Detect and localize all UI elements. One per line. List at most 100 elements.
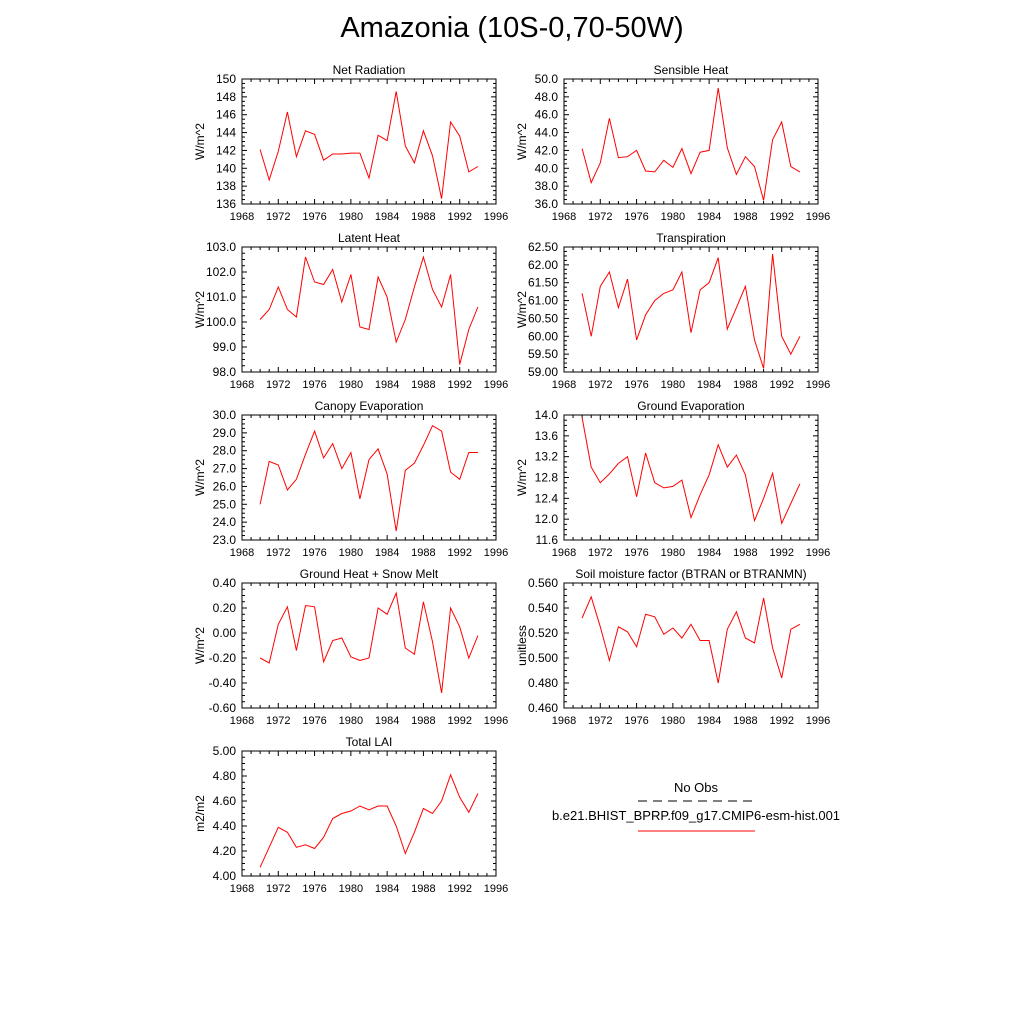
- x-tick-label: 1992: [447, 715, 471, 727]
- y-tick-label: 62.00: [528, 258, 558, 272]
- y-tick-label: 50.0: [535, 72, 559, 86]
- x-tick-label: 1968: [230, 715, 254, 727]
- y-axis-label: W/m^2: [515, 459, 529, 496]
- y-tick-label: 61.50: [528, 276, 558, 290]
- chart-panel: Ground Evaporation W/m^2 1968 1972 1976 1980 1…: [515, 399, 830, 559]
- y-tick-label: 0.40: [213, 576, 237, 590]
- y-tick-label: 102.0: [206, 265, 236, 279]
- y-tick-label: 59.00: [528, 365, 558, 379]
- chart-title: Total LAI: [346, 735, 393, 749]
- y-tick-label: 61.00: [528, 294, 558, 308]
- x-tick-label: 1980: [661, 715, 685, 727]
- x-tick-label: 1992: [447, 379, 471, 391]
- y-tick-label: 13.6: [535, 429, 559, 443]
- y-tick-label: 38.0: [535, 179, 559, 193]
- plot-frame: [563, 582, 819, 709]
- y-tick-label: 0.500: [528, 651, 558, 665]
- legend: No Obs b.e21.BHIST_BPRP.f09_g17.CMIP6-es…: [552, 780, 840, 832]
- y-tick-label: 30.0: [213, 408, 237, 422]
- y-axis-label: W/m^2: [193, 627, 207, 664]
- x-tick-label: 1972: [588, 715, 612, 727]
- chart-title: Transpiration: [656, 231, 726, 245]
- y-axis-label: W/m^2: [515, 291, 529, 328]
- chart-panel: Net Radiation W/m^2 1968 1972 1976 1980 1984 19…: [193, 63, 508, 223]
- y-tick-label: 99.0: [213, 340, 237, 354]
- y-tick-label: 0.540: [528, 601, 558, 615]
- x-tick-label: 1988: [411, 547, 435, 559]
- y-tick-label: 142: [216, 143, 236, 157]
- y-tick-label: 11.6: [536, 533, 559, 547]
- chart-title: Ground Heat + Snow Melt: [300, 567, 439, 581]
- x-tick-label: 1996: [484, 547, 508, 559]
- y-tick-label: 42.0: [535, 143, 559, 157]
- chart-title: Soil moisture factor (BTRAN or BTRANMN): [575, 567, 806, 581]
- x-tick-label: 1972: [266, 211, 290, 223]
- x-tick-label: 1988: [733, 211, 757, 223]
- plot-frame: [241, 246, 497, 373]
- y-tick-label: 5.00: [213, 744, 237, 758]
- x-tick-label: 1968: [230, 883, 254, 895]
- x-tick-label: 1968: [230, 379, 254, 391]
- y-tick-label: 0.20: [213, 601, 237, 615]
- x-tick-label: 1992: [769, 547, 793, 559]
- x-tick-label: 1988: [411, 379, 435, 391]
- x-tick-label: 1972: [266, 883, 290, 895]
- series-line: [259, 91, 479, 199]
- x-tick-label: 1988: [733, 379, 757, 391]
- legend-obs-label: No Obs: [674, 780, 719, 795]
- chart-title: Latent Heat: [338, 231, 401, 245]
- y-tick-label: 150: [216, 72, 236, 86]
- x-tick-label: 1976: [624, 715, 648, 727]
- series-line: [581, 595, 801, 684]
- x-tick-label: 1984: [697, 211, 721, 223]
- y-tick-label: 26.0: [213, 479, 237, 493]
- y-tick-label: 4.40: [213, 819, 237, 833]
- x-tick-label: 1976: [302, 547, 326, 559]
- y-tick-label: 148: [216, 90, 236, 104]
- y-tick-label: 138: [216, 179, 236, 193]
- y-tick-label: 0.460: [528, 701, 558, 715]
- y-axis-label: W/m^2: [193, 459, 207, 496]
- x-tick-label: 1992: [769, 211, 793, 223]
- x-tick-label: 1992: [769, 379, 793, 391]
- series-line: [259, 424, 478, 532]
- y-tick-label: 29.0: [213, 426, 237, 440]
- y-tick-label: 27.0: [213, 462, 237, 476]
- chart-panel: Soil moisture factor (BTRAN or BTRANMN) u…: [515, 567, 830, 727]
- y-tick-label: 60.00: [528, 329, 558, 343]
- plot-frame: [563, 414, 819, 541]
- y-tick-label: 14.0: [535, 408, 559, 422]
- y-tick-label: 24.0: [213, 515, 237, 529]
- y-tick-label: 4.20: [213, 844, 237, 858]
- x-tick-label: 1968: [230, 211, 254, 223]
- x-tick-label: 1980: [339, 715, 363, 727]
- chart-panel: Total LAI m2/m2 1968 1972 1976 1980 1984 1988 19…: [193, 735, 508, 895]
- y-tick-label: 4.80: [213, 769, 237, 783]
- x-tick-label: 1968: [552, 715, 576, 727]
- x-tick-label: 1984: [697, 715, 721, 727]
- y-axis-label: m2/m2: [193, 795, 207, 832]
- series-line: [581, 417, 801, 525]
- y-axis-label: unitless: [515, 625, 529, 666]
- chart-title: Net Radiation: [333, 63, 406, 77]
- y-tick-label: 44.0: [535, 126, 559, 140]
- y-tick-label: 12.0: [535, 512, 559, 526]
- x-tick-label: 1972: [266, 715, 290, 727]
- x-tick-label: 1996: [806, 715, 830, 727]
- y-tick-label: 136: [216, 197, 236, 211]
- x-tick-label: 1996: [484, 379, 508, 391]
- x-tick-label: 1972: [588, 379, 612, 391]
- y-tick-label: 23.0: [213, 533, 237, 547]
- y-tick-label: 46.0: [535, 108, 559, 122]
- chart-title: Ground Evaporation: [637, 399, 744, 413]
- x-tick-label: 1992: [447, 883, 471, 895]
- y-tick-label: 100.0: [206, 315, 236, 329]
- x-tick-label: 1980: [339, 211, 363, 223]
- y-tick-label: 12.8: [535, 471, 559, 485]
- y-tick-label: 62.50: [528, 240, 558, 254]
- x-tick-label: 1968: [552, 211, 576, 223]
- y-tick-label: 12.4: [535, 491, 559, 505]
- chart-panel: Ground Heat + Snow Melt W/m^2 1968 1972 1976…: [193, 567, 508, 727]
- x-tick-label: 1976: [302, 379, 326, 391]
- series-line: [259, 591, 479, 694]
